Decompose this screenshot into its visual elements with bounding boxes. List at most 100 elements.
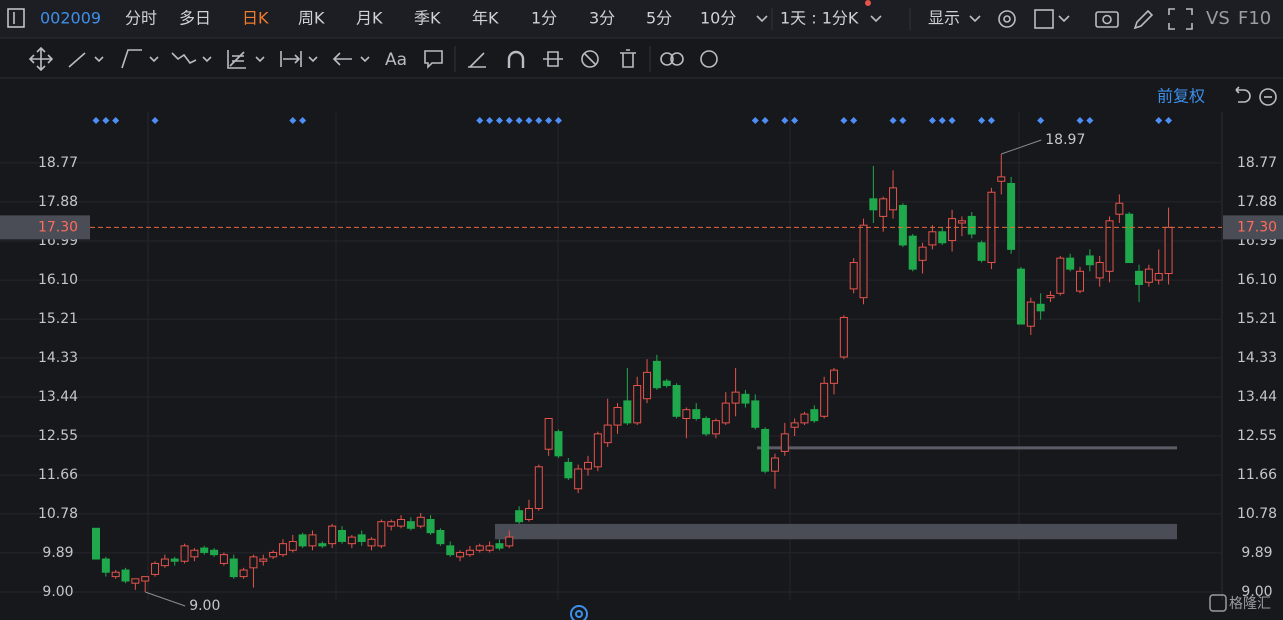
hide-tool[interactable] <box>581 50 599 68</box>
tab[interactable]: 月K <box>356 9 383 28</box>
tab[interactable]: 5分 <box>646 9 672 28</box>
candle-body <box>1095 262 1104 279</box>
candle-body <box>406 521 415 529</box>
compare-tool[interactable] <box>660 52 674 66</box>
candle-body <box>820 382 829 417</box>
event-marker <box>781 117 789 124</box>
scroll-handle[interactable] <box>570 605 588 620</box>
text-tool[interactable]: Aa <box>385 50 407 70</box>
chevron[interactable] <box>308 56 318 63</box>
settings-icon[interactable] <box>998 10 1016 28</box>
candle-body <box>367 538 376 547</box>
draw-settings[interactable] <box>700 50 718 68</box>
y-tick-label-right: 16.10 <box>1237 272 1277 288</box>
candle-body <box>643 371 652 400</box>
candle-body <box>1026 301 1035 327</box>
pen-tool[interactable] <box>468 52 486 68</box>
fib-tool[interactable] <box>227 50 246 69</box>
chevron[interactable] <box>149 56 159 63</box>
magnet-tool[interactable] <box>507 50 525 68</box>
channel-tool[interactable] <box>121 49 142 69</box>
move-tool[interactable] <box>28 46 54 72</box>
chevron[interactable] <box>94 56 104 63</box>
comment-tool[interactable] <box>424 50 443 69</box>
candle-body <box>869 198 878 211</box>
y-tick-label: 10.78 <box>38 506 78 522</box>
layout-icon[interactable] <box>1034 9 1054 29</box>
candle-body <box>879 198 888 217</box>
tab[interactable]: 10分 <box>700 9 736 28</box>
tab[interactable]: 分时 <box>125 9 157 28</box>
candle-body <box>849 262 858 290</box>
chevron[interactable] <box>255 56 265 63</box>
vs-button[interactable]: VS <box>1206 8 1230 29</box>
candle-body <box>524 508 533 521</box>
tab[interactable]: 季K <box>414 9 441 28</box>
chevron[interactable] <box>202 56 212 63</box>
candle-body <box>859 224 868 299</box>
candle-body <box>278 543 287 556</box>
candle-body <box>721 402 730 424</box>
event-marker <box>289 117 297 124</box>
candle-body <box>495 543 504 549</box>
event-marker <box>112 117 120 124</box>
compare-tool-b <box>670 52 684 66</box>
candle-body <box>702 417 711 435</box>
arrow-tool[interactable] <box>332 52 352 66</box>
display-menu[interactable]: 显示 <box>928 9 960 28</box>
stock-code[interactable]: 002009 <box>40 9 101 28</box>
chevron[interactable] <box>969 15 981 23</box>
tab[interactable]: 多日 <box>179 9 211 28</box>
camera-icon[interactable] <box>1095 11 1119 28</box>
candle-body <box>839 316 848 358</box>
candle-body <box>259 558 268 562</box>
notification-dot <box>865 0 871 6</box>
y-tick-label: 16.10 <box>38 272 78 288</box>
candle-body <box>1076 270 1084 292</box>
chevron[interactable] <box>360 56 370 63</box>
period-select[interactable]: 1天 : 1分K <box>780 9 859 28</box>
candle-body <box>485 545 494 551</box>
draw-icon[interactable] <box>1133 9 1154 30</box>
tab[interactable]: 年K <box>472 9 499 28</box>
candle-body <box>751 400 760 428</box>
line-tool[interactable] <box>68 52 86 68</box>
tab[interactable]: 1分 <box>531 9 557 28</box>
y-tick-label-right: 18.77 <box>1237 155 1277 171</box>
candle-body <box>347 536 356 545</box>
candle-body <box>1105 220 1114 272</box>
candle-body <box>711 420 720 435</box>
lock-tool[interactable] <box>543 51 563 67</box>
candle-body <box>111 571 120 578</box>
candle-body <box>180 545 189 562</box>
measure-tool[interactable] <box>280 51 302 67</box>
wave-tool[interactable] <box>171 52 197 65</box>
y-tick-label-right: 15.21 <box>1237 311 1277 327</box>
candle-body <box>938 231 947 244</box>
fullscreen-icon[interactable] <box>1168 8 1193 30</box>
candle-body <box>692 409 701 419</box>
chevron[interactable] <box>1058 15 1070 23</box>
undo-icon[interactable] <box>1235 86 1251 103</box>
chevron[interactable] <box>870 15 882 23</box>
tab[interactable]: 3分 <box>589 9 615 28</box>
high-label: 18.97 <box>1045 132 1085 148</box>
candle-body <box>997 176 1006 182</box>
tab-active[interactable]: 日K <box>242 9 269 28</box>
event-marker <box>554 117 562 124</box>
f10-button[interactable]: F10 <box>1238 8 1271 29</box>
event-marker <box>928 117 936 124</box>
last-price-label: 17.30 <box>38 219 78 235</box>
candle-body <box>170 558 179 562</box>
candle-body <box>1125 213 1134 264</box>
sidebar-toggle[interactable] <box>7 8 25 28</box>
event-marker <box>545 117 553 124</box>
adjust-mode[interactable]: 前复权 <box>1157 87 1205 106</box>
tab[interactable]: 周K <box>298 9 325 28</box>
candle-body <box>229 558 238 578</box>
chevron[interactable] <box>756 15 768 23</box>
delete-tool[interactable] <box>620 49 636 68</box>
collapse-icon[interactable] <box>1259 88 1277 106</box>
candle-body <box>160 558 169 567</box>
event-marker <box>299 117 307 124</box>
